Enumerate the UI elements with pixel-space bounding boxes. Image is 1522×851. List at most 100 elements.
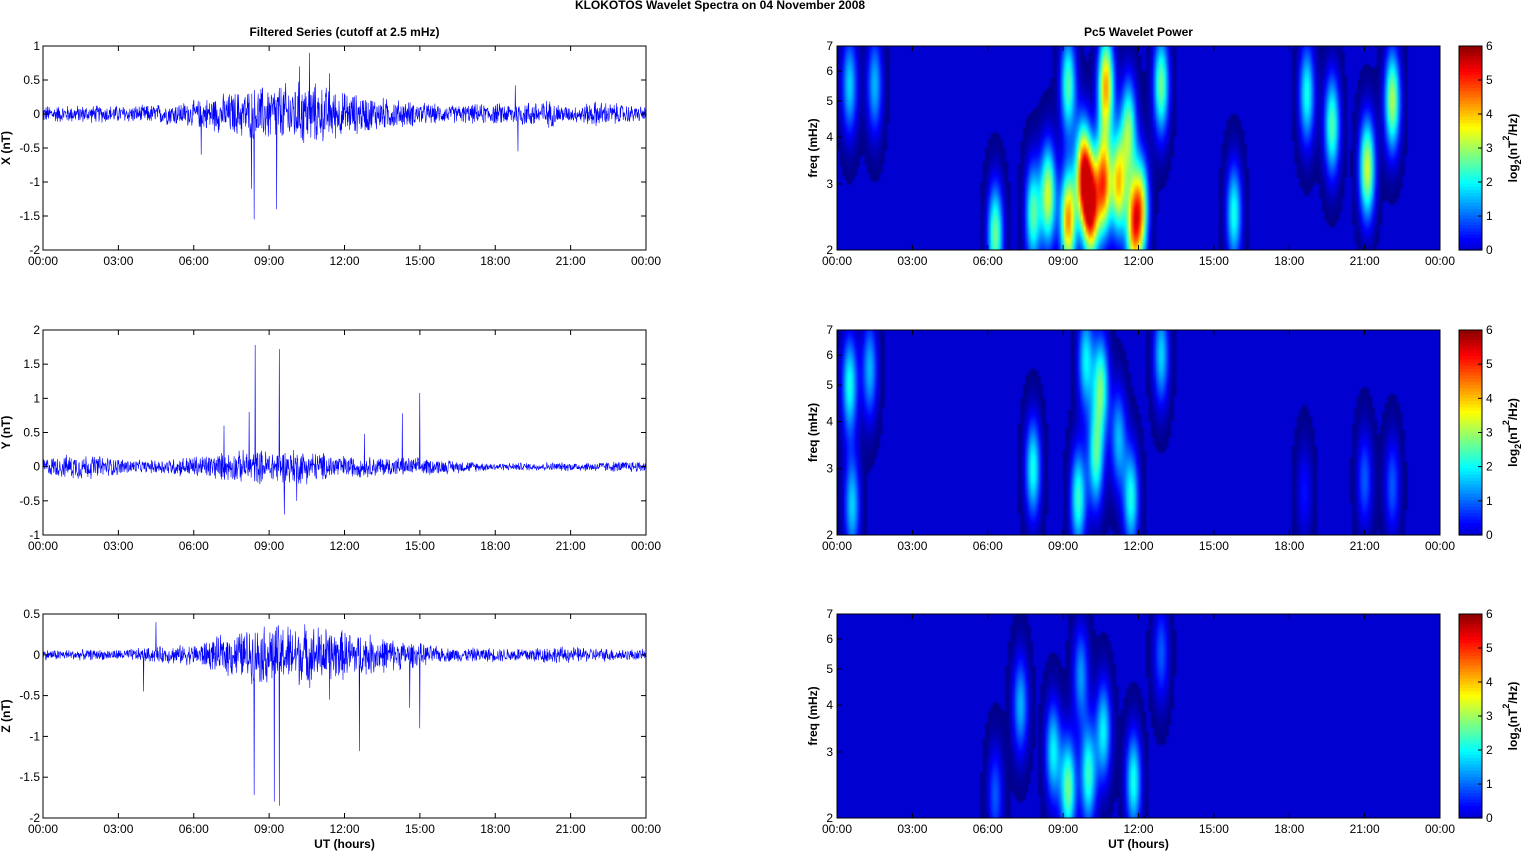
x-tick-label: 00:00 (822, 254, 852, 268)
colorbar-swatch (1459, 128, 1482, 133)
colorbar-label-part: log (1506, 164, 1520, 182)
colorbar-swatch (1459, 506, 1482, 510)
colorbar-swatch (1459, 690, 1482, 695)
y-tick-label: 1.5 (23, 357, 40, 371)
colorbar-swatch (1459, 706, 1482, 711)
colorbar-swatch (1459, 49, 1482, 53)
x-tick-label: 06:00 (973, 254, 1003, 268)
colorbar-swatch (1459, 90, 1482, 95)
wavelet-time-axis-2: 00:00 03:00 06:00 09:00 12:00 15:00 18:00 21:00… (822, 330, 1455, 553)
colorbar-swatch (1459, 645, 1482, 650)
colorbar-tick-label: 3 (1486, 709, 1493, 723)
colorbar-swatch (1459, 397, 1482, 402)
x-tick-label: 06:00 (973, 539, 1003, 553)
colorbar-swatch (1459, 779, 1482, 784)
y-tick-label: 0.5 (23, 607, 40, 621)
colorbar-swatch (1459, 518, 1482, 523)
plot-area (43, 330, 646, 535)
colorbar-label-part: /Hz) (1506, 398, 1520, 420)
colorbar-swatch (1459, 416, 1482, 421)
x-tick-label: 15:00 (405, 822, 435, 836)
series-line (42, 622, 647, 806)
colorbar-swatch (1459, 349, 1482, 354)
colorbar-swatch (1459, 509, 1482, 514)
colorbar-label-part: 2 (1513, 727, 1522, 732)
colorbar-swatch (1459, 674, 1482, 679)
colorbar-swatch (1459, 454, 1482, 459)
y-tick-label: 6 (826, 348, 833, 362)
colorbar-tick-label: 0 (1486, 528, 1493, 542)
y-tick-label: 5 (826, 94, 833, 108)
colorbar-swatch (1459, 84, 1482, 89)
y-tick-label: 2 (826, 811, 833, 825)
colorbar-swatch (1459, 58, 1482, 63)
y-tick-label: -0.5 (19, 141, 40, 155)
colorbar-swatch (1459, 387, 1482, 392)
y-tick-label: -1.5 (19, 770, 40, 784)
x-tick-label: 03:00 (103, 254, 133, 268)
series-time-axis-2: 00:00 03:00 06:00 09:00 12:00 15:00 18:00 21:00… (28, 330, 661, 553)
series-panel-1: 1 0.5 0 -0.5 -1 -1.5 -2 X (nT) Filtered Series (… (0, 25, 647, 257)
colorbar-label-part: /Hz) (1506, 682, 1520, 704)
colorbar-swatch (1459, 620, 1482, 625)
colorbar-swatch (1459, 789, 1482, 794)
colorbar-swatch (1459, 798, 1482, 803)
colorbar-swatch (1459, 211, 1482, 216)
colorbar-tick-label: 4 (1486, 675, 1493, 689)
x-tick-label: 03:00 (897, 539, 927, 553)
colorbar-swatch (1459, 103, 1482, 108)
colorbar-swatch (1459, 371, 1482, 376)
x-tick-label: 21:00 (556, 254, 586, 268)
colorbar-swatch (1459, 451, 1482, 456)
colorbar-swatch (1459, 811, 1482, 816)
colorbar-swatch (1459, 725, 1482, 730)
x-tick-label: 00:00 (1425, 539, 1455, 553)
y-tick-label: 2 (826, 243, 833, 257)
y-tick-label: 2 (826, 528, 833, 542)
colorbar-tick-label: 1 (1486, 209, 1493, 223)
colorbar-label-part: log (1506, 732, 1520, 750)
colorbar-swatch (1459, 716, 1482, 720)
colorbar-swatch (1459, 614, 1482, 618)
colorbar-swatch (1459, 665, 1482, 669)
y-tick-label: -1 (29, 175, 40, 189)
colorbar-swatch (1459, 531, 1482, 536)
colorbar-swatch (1459, 71, 1482, 76)
colorbar-swatch (1459, 700, 1482, 704)
x-tick-label: 00:00 (28, 822, 58, 836)
colorbar-swatch (1459, 636, 1482, 641)
colorbar-swatch (1459, 243, 1482, 248)
series-line (42, 345, 647, 515)
colorbar-label: log2(nT2/Hz) (1501, 682, 1522, 751)
colorbar-swatch (1459, 176, 1482, 181)
colorbar-label-part: 2 (1501, 704, 1511, 709)
colorbar-swatch (1459, 246, 1482, 251)
series-panel-3: 0.5 0 -0.5 -1 -1.5 -2 Z (nT) UT (hours) (0, 607, 647, 851)
colorbar-swatch (1459, 467, 1482, 472)
y-tick-label: 3 (826, 462, 833, 476)
colorbar-swatch (1459, 671, 1482, 676)
colorbar-swatch (1459, 483, 1482, 488)
x-tick-label: 09:00 (1048, 822, 1078, 836)
colorbar-swatch (1459, 132, 1482, 136)
y-tick-label: 0.5 (23, 73, 40, 87)
colorbar-swatch (1459, 148, 1482, 152)
colorbar-tick-label: 2 (1486, 175, 1493, 189)
colorbar-swatch (1459, 767, 1482, 771)
colorbar-swatch (1459, 814, 1482, 819)
colorbar-label-part: (nT (1506, 140, 1520, 159)
colorbar-label-part: 2 (1501, 420, 1511, 425)
colorbar-swatch (1459, 515, 1482, 520)
colorbar-swatch (1459, 192, 1482, 197)
wavelet-ylabel: freq (mHz) (806, 686, 820, 745)
x-tick-label: 00:00 (822, 822, 852, 836)
colorbar-swatch (1459, 218, 1482, 222)
x-tick-label: 09:00 (1048, 539, 1078, 553)
figure-title: KLOKOTOS Wavelet Spectra on 04 November … (575, 0, 865, 12)
x-tick-label: 21:00 (1350, 254, 1380, 268)
wavelet-xlabel: UT (hours) (1108, 837, 1169, 851)
colorbar-swatch (1459, 655, 1482, 660)
colorbar-tick-label: 2 (1486, 460, 1493, 474)
plot-area (43, 614, 646, 818)
